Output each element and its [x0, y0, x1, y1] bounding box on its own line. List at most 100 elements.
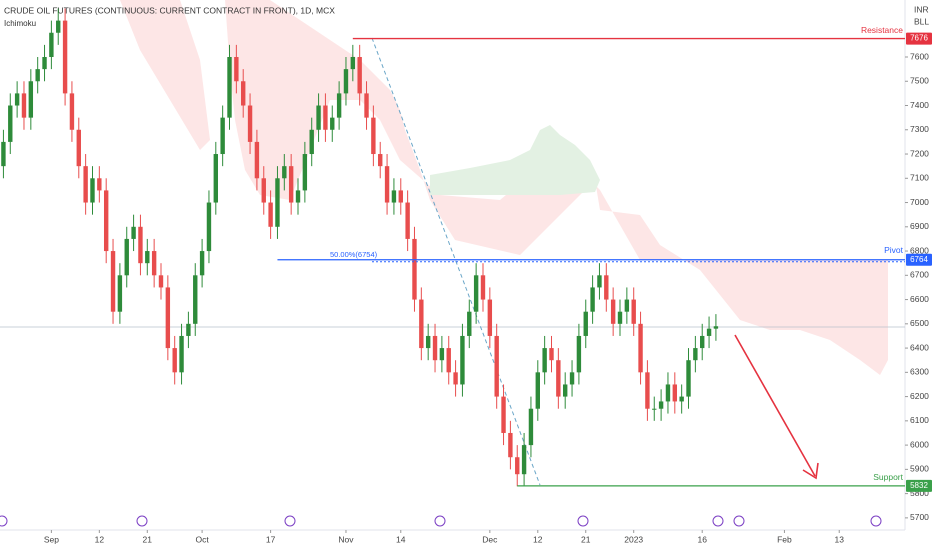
candle-body	[316, 105, 321, 130]
candle-body	[617, 311, 623, 324]
candle-body	[638, 323, 643, 373]
price-tag	[906, 253, 932, 266]
candle-body	[117, 275, 123, 312]
candle-body	[103, 190, 109, 252]
candle-body	[686, 360, 691, 397]
candle-body	[556, 360, 561, 397]
candle-body	[302, 154, 308, 191]
candle-body	[330, 117, 335, 130]
candle-body	[542, 348, 547, 373]
candle-body	[234, 57, 239, 82]
candle-body	[604, 275, 609, 300]
candle-body	[501, 396, 506, 433]
candle-body	[206, 202, 212, 252]
candle-body	[425, 335, 431, 349]
y-tick-label: 7000	[910, 197, 929, 207]
candle-body	[576, 335, 582, 373]
candle-body	[254, 141, 260, 179]
candle-body	[378, 154, 383, 167]
candle-body	[597, 275, 602, 288]
candle-body	[521, 445, 527, 475]
candle-body	[487, 299, 493, 336]
candle-body	[480, 275, 486, 300]
candle-body	[42, 57, 47, 70]
candle-body	[467, 311, 472, 336]
candle-body	[357, 57, 362, 94]
candle-body	[672, 384, 678, 402]
chart-title: CRUDE OIL FUTURES (CONTINUOUS: CURRENT C…	[4, 5, 335, 15]
cloud-bearish-left	[120, 0, 210, 150]
candle-body	[110, 251, 116, 312]
y-tick-label: 6400	[910, 342, 929, 352]
y-tick-label: 7600	[910, 51, 929, 61]
candle-body	[241, 81, 246, 106]
y-tick-label: 6800	[910, 245, 929, 255]
candle-body	[384, 166, 390, 203]
candle-body	[124, 238, 129, 276]
candle-body	[350, 57, 356, 70]
y-tick-label: 7400	[910, 100, 929, 110]
currency-label: INR	[914, 4, 929, 14]
x-tick-label: 21	[581, 534, 591, 544]
candle-body	[8, 105, 13, 142]
candle-body	[158, 275, 164, 288]
candle-body	[295, 190, 301, 203]
candle-body	[21, 93, 27, 118]
y-tick-label: 7300	[910, 124, 929, 134]
candle-body	[562, 384, 568, 397]
y-tick-label: 5800	[910, 488, 929, 498]
x-tick-label: Oct	[195, 534, 209, 544]
candle-body	[288, 166, 294, 203]
y-tick-label: 5700	[910, 512, 929, 522]
candle-body	[398, 190, 403, 203]
candle-body	[713, 326, 719, 329]
candle-body	[28, 81, 34, 118]
level-label: Resistance	[861, 25, 903, 35]
candle-body	[35, 69, 40, 82]
candle-body	[275, 178, 280, 227]
candle-body	[14, 93, 20, 106]
candle-body	[364, 93, 369, 118]
y-tick-label: 6100	[910, 415, 929, 425]
x-tick-label: Sep	[44, 534, 59, 544]
level-label: Support	[873, 472, 903, 482]
candle-body	[453, 372, 458, 385]
candle-body	[610, 299, 616, 324]
candle-body	[693, 348, 698, 361]
candle-body	[83, 166, 88, 203]
y-tick-label: 6700	[910, 270, 929, 280]
candle-body	[528, 408, 534, 446]
event-icons	[0, 515, 882, 527]
candle-body	[172, 348, 177, 373]
candle-body	[268, 202, 273, 227]
candle-body	[583, 311, 588, 336]
candle-body	[261, 178, 266, 203]
price-tag-label: 6764	[910, 255, 928, 264]
candle-body	[69, 93, 75, 130]
candle-body	[412, 238, 417, 300]
candle-body	[508, 432, 513, 458]
candle-body	[658, 401, 664, 409]
candle-body	[193, 275, 198, 324]
candle-body	[371, 117, 376, 155]
candle-body	[535, 372, 540, 409]
candle-body	[549, 348, 554, 361]
y-tick-label: 7200	[910, 148, 929, 158]
candle-body	[199, 251, 205, 276]
y-tick-label: 5900	[910, 464, 929, 474]
candle-body	[49, 32, 54, 58]
candle-body	[282, 166, 287, 179]
candle-body	[624, 299, 630, 312]
x-tick-label: 12	[95, 534, 105, 544]
candle-body	[432, 335, 438, 361]
arrow-head	[802, 462, 819, 480]
candle-body	[679, 396, 684, 402]
y-tick-label: 6500	[910, 318, 929, 328]
candle-body	[515, 457, 520, 475]
y-tick-label: 7500	[910, 76, 929, 86]
candle-body	[247, 105, 253, 142]
candle-body	[700, 335, 705, 349]
candle-body	[165, 287, 171, 349]
x-tick-label: 2023	[624, 534, 643, 544]
